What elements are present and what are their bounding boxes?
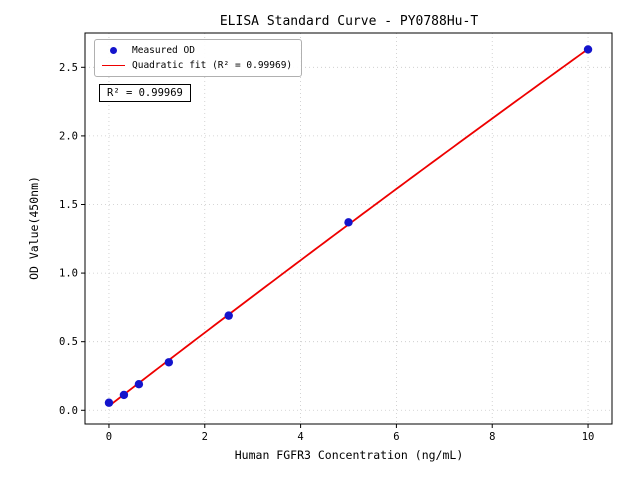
data-point [344,218,353,227]
x-tick-label: 6 [393,431,399,443]
y-tick-label: 2.5 [59,62,78,74]
data-point [583,45,593,54]
r-squared-annotation: R² = 0.99969 [99,84,191,102]
plot-frame [84,32,613,425]
legend-item-quadratic-fit: Quadratic fit (R² = 0.99969) [102,60,292,71]
x-tick-label: 4 [297,431,303,443]
data-point [119,390,129,400]
x-axis-label: Human FGFR3 Concentration (ng/mL) [234,448,464,462]
data-point [134,380,144,389]
legend: Measured OD Quadratic fit (R² = 0.99969) [94,39,303,77]
data-point [164,358,174,367]
legend-label-measured-od: Measured OD [132,45,195,56]
quadratic-fit-line [108,48,589,407]
x-tick-label: 10 [582,431,595,443]
y-tick-label: 1.5 [59,199,78,211]
legend-label-quadratic-fit: Quadratic fit (R² = 0.99969) [132,60,293,71]
y-tick-label: 1.0 [59,268,78,280]
x-tick-label: 2 [202,431,208,443]
y-tick-label: 0.0 [59,405,78,417]
legend-item-measured-od: Measured OD [102,45,292,56]
data-point [104,398,114,407]
x-tick-label: 0 [106,431,112,443]
data-point [224,311,233,320]
y-tick-label: 2.0 [59,130,78,142]
y-axis-label: OD Value(450nm) [27,176,41,280]
x-tick-label: 8 [489,431,495,443]
quadratic-fit-line-icon [102,65,125,66]
measured-od-marker-icon [110,47,117,54]
chart-title: ELISA Standard Curve - PY0788Hu-T [219,14,479,29]
y-tick-label: 0.5 [59,336,78,348]
